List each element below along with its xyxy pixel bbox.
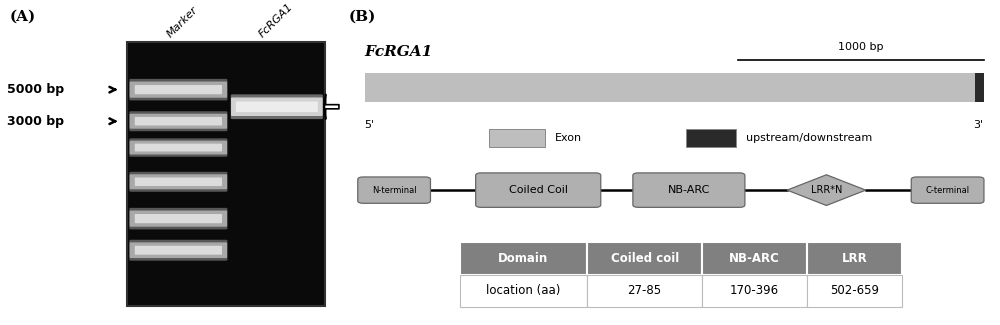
- Bar: [702, 275, 807, 307]
- Text: Coiled Coil: Coiled Coil: [509, 185, 568, 195]
- Bar: [587, 242, 702, 275]
- Bar: [702, 242, 807, 275]
- Text: 5000 bp: 5000 bp: [7, 83, 64, 96]
- Text: Domain: Domain: [498, 252, 549, 265]
- Text: LRR*N: LRR*N: [811, 185, 842, 195]
- FancyBboxPatch shape: [130, 114, 227, 129]
- FancyBboxPatch shape: [135, 117, 222, 125]
- Text: (B): (B): [348, 10, 376, 24]
- Text: 3': 3': [974, 120, 984, 130]
- Text: location (aa): location (aa): [486, 284, 561, 297]
- FancyBboxPatch shape: [130, 174, 227, 189]
- FancyBboxPatch shape: [231, 94, 323, 119]
- Text: upstream/downstream: upstream/downstream: [746, 133, 872, 143]
- FancyBboxPatch shape: [633, 173, 745, 207]
- FancyBboxPatch shape: [130, 82, 227, 98]
- Text: 3000 bp: 3000 bp: [7, 115, 64, 128]
- FancyBboxPatch shape: [130, 242, 227, 258]
- Text: 5': 5': [365, 120, 375, 130]
- Bar: [807, 242, 902, 275]
- FancyBboxPatch shape: [476, 173, 601, 207]
- Text: NB-ARC: NB-ARC: [668, 185, 710, 195]
- FancyBboxPatch shape: [135, 144, 222, 151]
- Text: FcRGA1: FcRGA1: [257, 1, 294, 39]
- Text: 502-659: 502-659: [830, 284, 879, 297]
- FancyBboxPatch shape: [135, 85, 222, 94]
- Text: C-terminal: C-terminal: [926, 186, 970, 195]
- FancyBboxPatch shape: [911, 177, 984, 203]
- Bar: [686, 129, 736, 147]
- Text: N-terminal: N-terminal: [372, 186, 416, 195]
- Text: NB-ARC: NB-ARC: [729, 252, 780, 265]
- Text: Coiled coil: Coiled coil: [611, 252, 679, 265]
- Text: 1000 bp: 1000 bp: [838, 42, 884, 52]
- Bar: [587, 275, 702, 307]
- FancyBboxPatch shape: [135, 177, 222, 186]
- Bar: [460, 242, 587, 275]
- Bar: [975, 73, 984, 102]
- Text: (A): (A): [10, 10, 36, 24]
- Bar: [365, 73, 976, 102]
- FancyBboxPatch shape: [129, 172, 227, 192]
- Text: Exon: Exon: [555, 133, 582, 143]
- Text: FcRGA1: FcRGA1: [365, 45, 433, 59]
- Bar: [489, 129, 545, 147]
- FancyBboxPatch shape: [129, 240, 227, 261]
- FancyBboxPatch shape: [129, 138, 227, 157]
- FancyBboxPatch shape: [231, 98, 323, 116]
- FancyBboxPatch shape: [130, 141, 227, 154]
- FancyBboxPatch shape: [129, 208, 227, 229]
- Bar: [127, 42, 325, 306]
- Text: Marker: Marker: [165, 4, 200, 39]
- Text: LRR: LRR: [841, 252, 867, 265]
- Polygon shape: [787, 175, 866, 205]
- Text: 27-85: 27-85: [628, 284, 662, 297]
- FancyBboxPatch shape: [236, 101, 318, 112]
- Text: 170-396: 170-396: [730, 284, 779, 297]
- FancyBboxPatch shape: [358, 177, 430, 203]
- FancyBboxPatch shape: [129, 111, 227, 131]
- FancyBboxPatch shape: [135, 214, 222, 223]
- Bar: [807, 275, 902, 307]
- FancyBboxPatch shape: [135, 246, 222, 255]
- Bar: [460, 275, 587, 307]
- FancyBboxPatch shape: [129, 79, 227, 100]
- FancyBboxPatch shape: [130, 211, 227, 227]
